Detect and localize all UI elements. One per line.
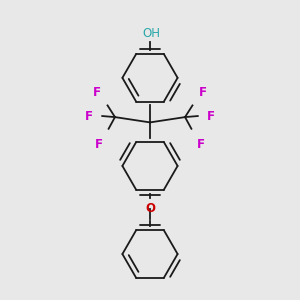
Text: F: F: [93, 86, 101, 99]
Text: F: F: [197, 138, 205, 151]
Text: F: F: [207, 110, 215, 122]
Text: F: F: [199, 86, 207, 99]
Text: OH: OH: [142, 27, 160, 40]
Text: O: O: [145, 202, 155, 215]
Text: F: F: [95, 138, 103, 151]
Text: F: F: [85, 110, 93, 122]
